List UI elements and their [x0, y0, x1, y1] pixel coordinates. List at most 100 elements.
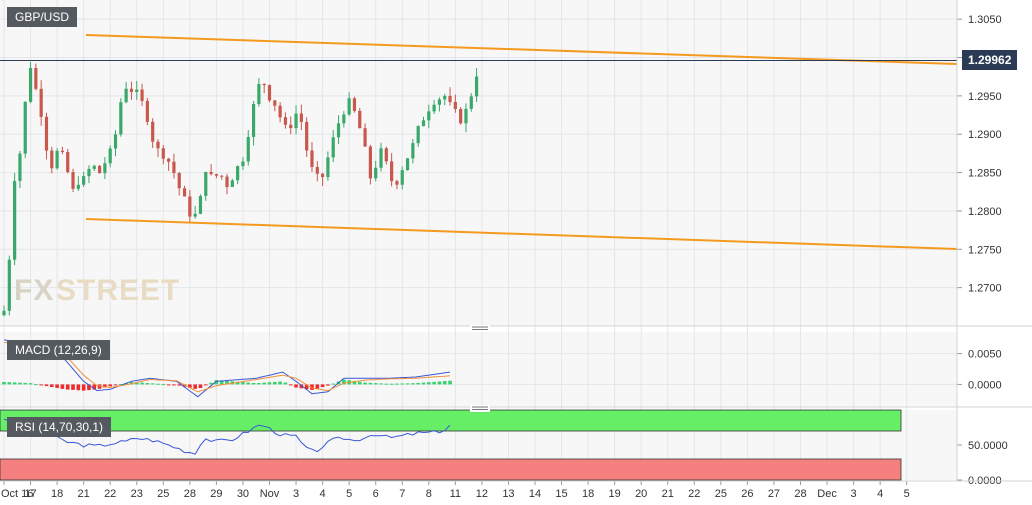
x-tick-label: 17: [24, 488, 36, 500]
candle: [39, 80, 43, 126]
candle: [368, 144, 372, 185]
candle-body: [416, 126, 420, 144]
candle: [204, 171, 208, 201]
candle-body: [161, 148, 165, 159]
macd-hist-bar: [315, 384, 320, 389]
candle: [395, 179, 399, 190]
candle: [82, 171, 86, 187]
candle-body: [172, 161, 176, 174]
x-tick-label: 22: [104, 488, 116, 500]
macd-hist-bar: [71, 384, 75, 390]
x-tick-label: 22: [688, 488, 700, 500]
candle-body: [92, 165, 96, 169]
candle-body: [289, 124, 293, 129]
candle: [448, 87, 452, 106]
candle: [251, 100, 256, 146]
candle: [34, 63, 38, 91]
macd-hist-bar: [193, 384, 197, 389]
x-tick-label: 4: [320, 488, 326, 500]
macd-hist-bar: [235, 381, 240, 385]
candle-body: [427, 111, 431, 121]
candle-body: [60, 150, 65, 153]
candle: [321, 173, 325, 187]
candle-body: [299, 113, 303, 122]
candle-body: [283, 117, 288, 125]
macd-hist-bar: [65, 384, 70, 390]
candle-body: [459, 108, 463, 124]
macd-hist-bar: [145, 383, 150, 385]
candle-body: [368, 146, 372, 179]
candle: [225, 173, 229, 195]
macd-hist-bar: [214, 380, 219, 385]
resize-handle-rsi[interactable]: [470, 405, 490, 412]
macd-hist-bar: [310, 384, 314, 390]
macd-hist-bar: [373, 383, 378, 385]
macd-hist-bar: [379, 383, 383, 385]
candle-body: [236, 166, 240, 181]
candle-body: [204, 171, 208, 196]
macd-hist-bar: [331, 383, 336, 385]
candle: [140, 83, 144, 107]
candle: [405, 158, 410, 171]
candle: [2, 305, 6, 317]
candle: [347, 92, 351, 116]
candle: [23, 101, 27, 159]
macd-hist-bar: [113, 384, 118, 386]
candle-body: [7, 259, 11, 311]
candle-body: [140, 89, 144, 101]
macd-hist-bar: [427, 382, 431, 385]
candle: [50, 146, 54, 174]
candle-body: [220, 175, 224, 177]
candle-body: [405, 158, 410, 171]
indicator-lines: [3, 339, 451, 455]
lower-trendline: [85, 218, 958, 250]
candle: [400, 166, 404, 190]
macd-hist-bar: [246, 382, 251, 385]
macd-hist-bar: [241, 382, 245, 385]
x-tick-label: 18: [51, 488, 63, 500]
macd-hist-bar: [76, 384, 81, 391]
x-tick-label: 28: [184, 488, 196, 500]
candle: [108, 145, 112, 168]
macd-histogram: [2, 379, 452, 391]
y-tick-label: 50.0000: [968, 440, 1008, 452]
macd-hist-bar: [219, 380, 224, 385]
y-tick-label: 0.0050: [968, 349, 1002, 361]
candle-body: [225, 176, 229, 187]
candle: [129, 81, 134, 100]
candle-body: [124, 88, 128, 103]
symbol-label: GBP/USD: [7, 7, 78, 27]
resize-handle-macd[interactable]: [470, 325, 490, 332]
candle-body: [66, 152, 70, 173]
macd-hist-bar: [342, 379, 346, 385]
candle-body: [390, 161, 394, 182]
rsi-oversold-band: [0, 458, 902, 481]
macd-hist-bar: [92, 384, 97, 390]
x-tick-label: 25: [157, 488, 169, 500]
x-tick-label: 25: [715, 488, 727, 500]
x-tick-label: 21: [662, 488, 674, 500]
candle: [246, 129, 250, 166]
candle: [464, 103, 468, 133]
candle-body: [87, 168, 91, 177]
x-tick-label: 15: [555, 488, 567, 500]
candle-body: [273, 100, 277, 106]
candle: [358, 107, 362, 129]
macd-hist-bar: [134, 382, 139, 385]
candle: [103, 157, 107, 180]
candle-body: [310, 150, 314, 167]
candle-body: [384, 148, 388, 162]
macd-hist-bar: [188, 384, 192, 388]
y-tick-label: 1.2700: [968, 283, 1002, 295]
candle-body: [267, 85, 272, 101]
candle-body: [145, 100, 149, 122]
candle: [432, 99, 436, 114]
candle-body: [448, 95, 452, 102]
macd-hist-bar: [294, 384, 298, 388]
candle: [60, 146, 65, 155]
macd-hist-bar: [97, 384, 102, 389]
y-axis: 1.30501.30001.29501.29001.28501.28001.27…: [957, 14, 1008, 487]
macd-hist-bar: [304, 384, 309, 390]
candle-body: [336, 123, 341, 138]
macd-hist-bar: [23, 382, 28, 385]
